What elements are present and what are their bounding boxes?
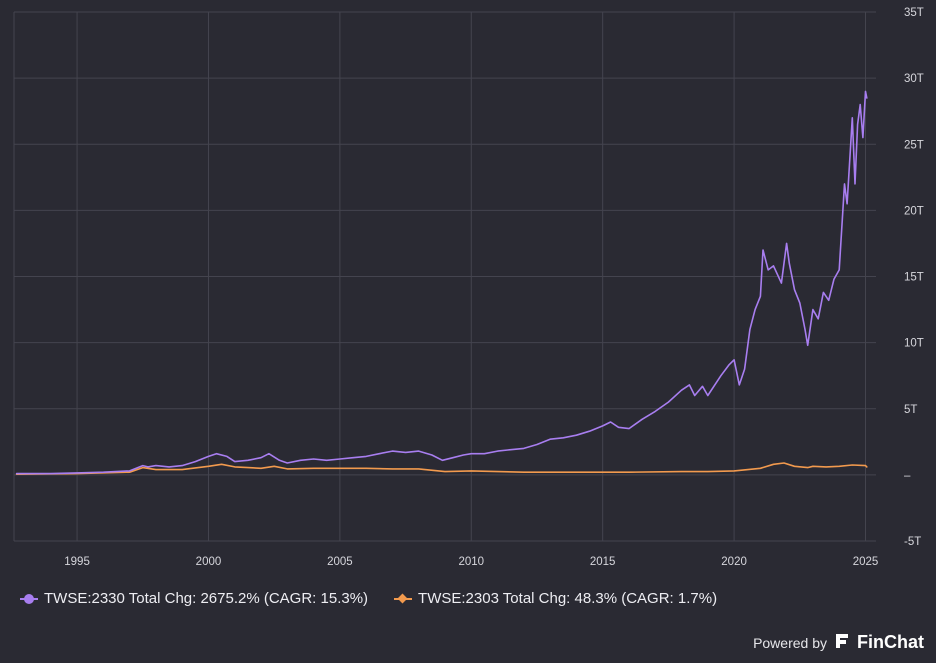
y-tick-label: 35T	[904, 7, 924, 19]
y-tick-label: 25T	[904, 139, 924, 151]
x-tick-label: 2020	[721, 556, 747, 568]
x-tick-label: 2000	[196, 556, 222, 568]
y-tick-label: 5T	[904, 404, 917, 416]
y-axis: -5T – 5T 10T 15T 20T 25T 30T 35T	[904, 7, 924, 548]
x-axis: 1995 2000 2005 2010 2015 2020 2025	[64, 556, 878, 568]
y-tick-label: –	[904, 470, 911, 482]
grid	[13, 11, 876, 542]
legend-label-umc: TWSE:2303 Total Chg: 48.3% (CAGR: 1.7%)	[418, 590, 718, 607]
powered-by-footer: Powered by FinChat	[753, 632, 924, 653]
finchat-logo-icon	[833, 632, 851, 653]
x-tick-label: 2015	[590, 556, 616, 568]
y-tick-label: 15T	[904, 272, 924, 284]
powered-by-text: Powered by	[753, 634, 827, 651]
legend-item-umc[interactable]: TWSE:2303 Total Chg: 48.3% (CAGR: 1.7%)	[394, 590, 717, 607]
line-chart: 1995 2000 2005 2010 2015 2020 2025 -5T – 5T 10T 15…	[13, 7, 924, 568]
legend-marker-circle	[20, 593, 38, 605]
x-tick-label: 2005	[327, 556, 353, 568]
x-tick-label: 1995	[64, 556, 90, 568]
legend-label-tsmc: TWSE:2330 Total Chg: 2675.2% (CAGR: 15.3…	[44, 590, 369, 607]
series-layer	[15, 90, 868, 476]
x-tick-label: 2010	[458, 556, 484, 568]
legend-marker-diamond	[394, 593, 413, 605]
series-line-tsmc	[15, 90, 868, 475]
y-tick-label: 30T	[904, 73, 924, 85]
y-tick-label: 20T	[904, 205, 924, 217]
legend: TWSE:2330 Total Chg: 2675.2% (CAGR: 15.3…	[20, 590, 717, 607]
brand-name: FinChat	[857, 632, 924, 652]
legend-item-tsmc[interactable]: TWSE:2330 Total Chg: 2675.2% (CAGR: 15.3…	[20, 590, 368, 607]
series-line-umc	[15, 462, 868, 476]
y-tick-label: -5T	[904, 536, 921, 548]
y-tick-label: 10T	[904, 338, 924, 350]
x-tick-label: 2025	[853, 556, 879, 568]
